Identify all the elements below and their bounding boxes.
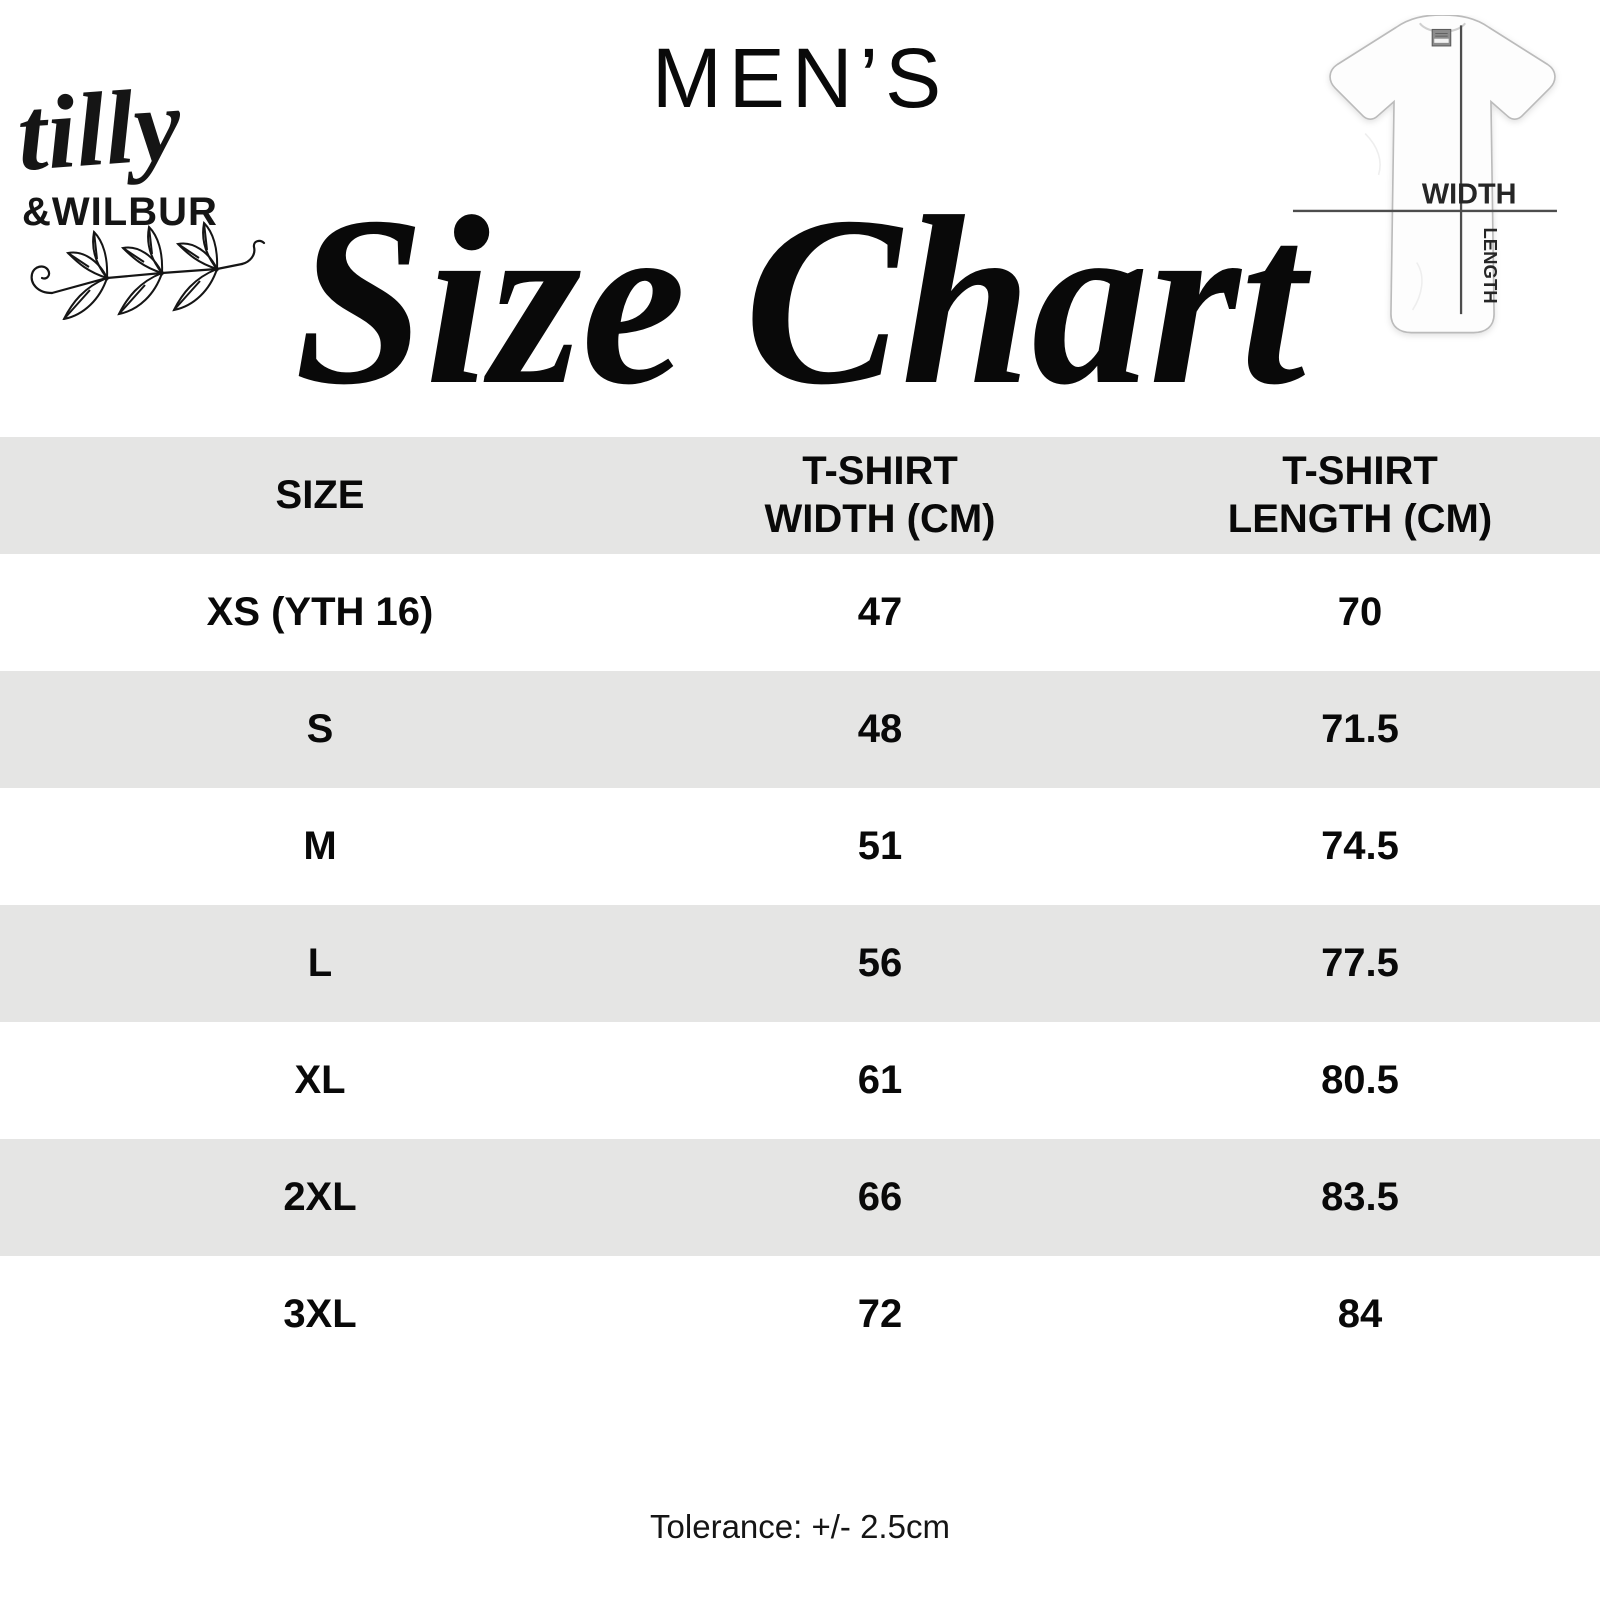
svg-text:LENGTH: LENGTH [1480, 227, 1501, 303]
svg-text:&WILBUR: &WILBUR [22, 190, 218, 234]
svg-text:tilly: tilly [13, 65, 184, 193]
svg-text:WIDTH: WIDTH [1422, 179, 1517, 211]
